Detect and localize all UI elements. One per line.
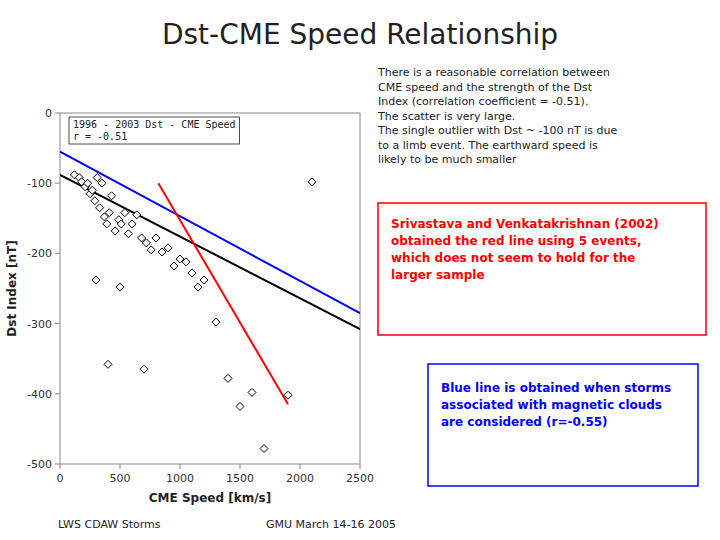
point [96,204,104,212]
annotation: LWS CDAW Storms [58,518,161,531]
axes: 0 500 1000 1500 2000 2500 0 -100 -200 -300 -400 -50… [27,107,374,485]
annotation-line: The scatter is very large. [377,110,515,123]
annotation: GMU March 14-16 2005 [266,518,396,531]
annotation: 1996 - 2003 Dst - CME Speedr = -0.51 [73,119,236,142]
point [236,402,244,410]
point [188,269,196,277]
title: Dst-CME Speed Relationship [162,18,558,51]
point [164,244,172,252]
x-tick [120,464,121,469]
x-tick-label: 500 [110,472,131,485]
point [98,179,106,187]
point [248,388,256,396]
point [124,230,132,238]
annotation-line: Index (correlation coefficient = -0.51). [378,95,588,108]
point [104,360,112,368]
annotation-line: r = -0.51 [73,131,127,142]
annotation-line: associated with magnetic clouds [441,398,662,412]
annotation-line: larger sample [391,268,485,282]
point [121,209,129,217]
annotation-line: are considered (r=-0.55) [441,415,608,429]
y-tick [55,253,60,254]
point [142,239,150,247]
legend-frame [69,117,240,144]
point [103,220,111,228]
line [158,183,288,404]
y-axis-label: Dst Index [nT] [5,240,19,336]
annotation-line: The single outlier with Dst ~ -100 nT is… [377,124,617,137]
y-tick-label: -100 [27,177,52,190]
x-tick [180,464,181,469]
x-tick [240,464,241,469]
annotation-line: There is a reasonable correlation betwee… [377,66,610,79]
y-tick [55,464,60,465]
y-tick-label: -300 [27,318,52,331]
point [152,234,160,242]
annotation: Srivastava and Venkatakrishnan (2002) obt… [391,217,659,282]
y-tick [55,323,60,324]
point [111,227,119,235]
x-tick [60,464,61,469]
annotation-box [428,364,698,486]
point [308,178,316,186]
y-tick [55,113,60,114]
annotation-line: 1996 - 2003 Dst - CME Speed [73,119,236,130]
point [147,246,155,254]
point [212,318,220,326]
point [108,192,116,200]
point [200,276,208,284]
x-tick-label: 1000 [166,472,194,485]
x-tick [360,464,361,469]
y-tick [55,393,60,394]
annotation-line: Blue line is obtained when storms [441,381,671,395]
x-tick [300,464,301,469]
annotation-line: GMU March 14-16 2005 [266,518,396,531]
data-marks [60,152,360,453]
x-tick-label: 2000 [286,472,314,485]
point [260,445,268,453]
point [92,276,100,284]
point [117,220,125,228]
x-tick-label: 2500 [346,472,374,485]
line [60,175,360,329]
y-tick-label: -500 [27,458,52,471]
annotation-line: LWS CDAW Storms [58,518,161,531]
point [133,211,141,219]
annotation-box [378,203,706,335]
point [88,186,96,194]
y-tick-label: 0 [45,107,52,120]
x-tick-label: 1500 [226,472,254,485]
point [224,374,232,382]
point [84,179,92,187]
annotation: Blue line is obtained when storms associa… [441,381,671,429]
annotation-line: which does not seem to hold for the [391,251,635,265]
plot-frame [60,113,360,464]
annotation-line: obtained the red line using 5 events, [391,234,641,248]
point [105,209,113,217]
legend-box: 1996 - 2003 Dst - CME Speedr = -0.51 [69,117,240,144]
point [170,262,178,270]
x-tick-label: 0 [57,472,64,485]
point [116,283,124,291]
point [194,283,202,291]
y-tick [55,183,60,184]
point [91,197,99,205]
point [140,365,148,373]
x-axis-label: CME Speed [km/s] [149,491,271,505]
y-tick-label: -200 [27,247,52,260]
annotation-line: likely to be much smaller [378,153,517,166]
point [182,258,190,266]
point [93,174,101,182]
annotation-line: Srivastava and Venkatakrishnan (2002) [391,217,659,231]
y-tick-label: -400 [27,388,52,401]
point [128,220,136,228]
chart: Dst-CME Speed Relationship 0 500 1000 1500 20… [0,0,720,540]
line [60,152,360,313]
annotation: There is a reasonable correlation betwee… [377,66,617,166]
annotation-line: CME speed and the strength of the Dst [378,81,593,94]
point [284,391,292,399]
annotation-line: to a limb event. The earthward speed is [378,139,598,152]
